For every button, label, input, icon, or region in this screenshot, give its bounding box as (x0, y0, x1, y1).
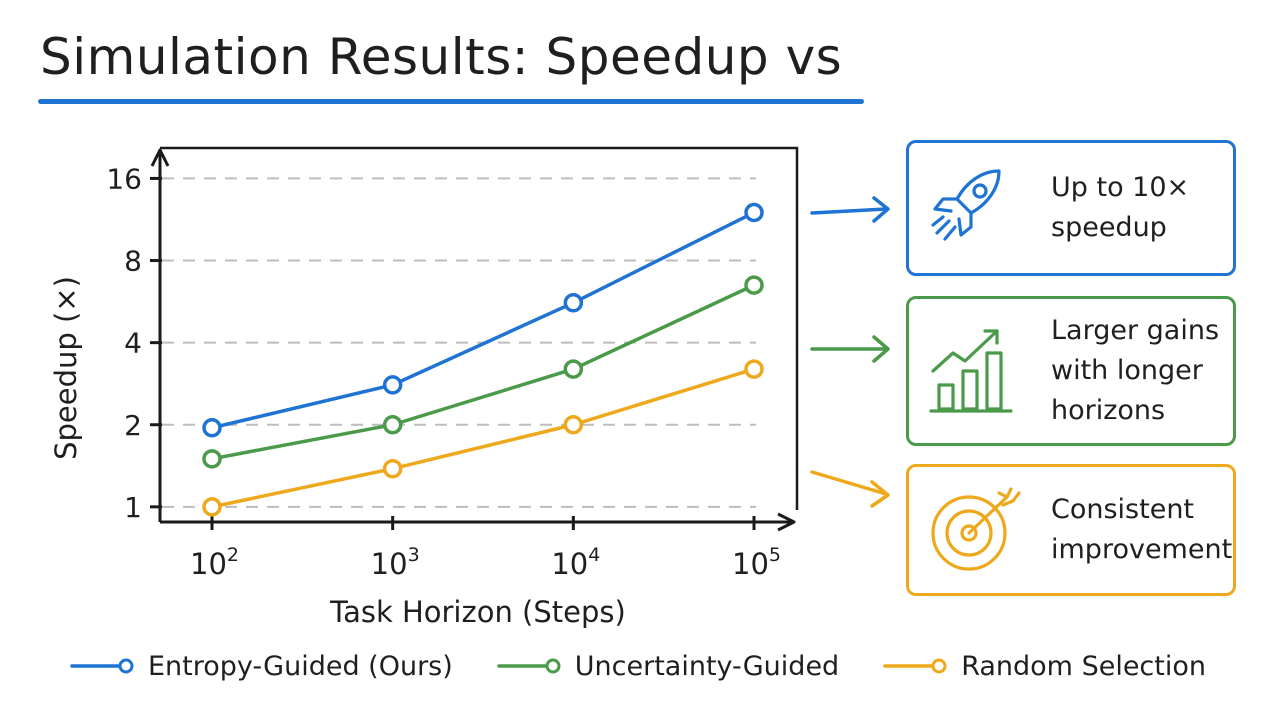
series-line-orange (210, 367, 756, 509)
legend-item-uncertainty: Uncertainty-Guided (497, 651, 839, 682)
data-point-orange-0 (202, 497, 222, 517)
callout-card-speedup: Up to 10× speedup (906, 140, 1236, 276)
data-point-green-3 (744, 275, 764, 295)
legend-item-entropy: Entropy-Guided (Ours) (70, 651, 453, 682)
y-axis-label: Speedup (×) (49, 276, 83, 460)
x-tick-exp-0: 2 (227, 544, 239, 566)
x-axis-arrowhead (777, 512, 796, 532)
x-axis-label: Task Horizon (Steps) (329, 595, 626, 629)
data-series (202, 202, 764, 517)
x-tick-labels: 102 103 104 105 (190, 516, 781, 581)
arrow-to-consistent-callout (810, 470, 890, 508)
y-tick-labels: 1 2 4 8 16 (106, 162, 162, 524)
data-point-orange-1 (382, 458, 403, 479)
series-blue (202, 202, 764, 438)
x-tick-label-0: 102 (190, 544, 239, 581)
x-tick-base-3: 10 (732, 547, 769, 581)
callout-text-speedup: Up to 10× speedup (1051, 172, 1190, 243)
chart-legend: Entropy-Guided (Ours) Uncertainty-Guided… (70, 646, 1250, 686)
x-tick-base-1: 10 (371, 547, 408, 581)
x-tick-label-2: 104 (551, 544, 600, 581)
legend-label-uncertainty: Uncertainty-Guided (574, 650, 840, 682)
x-tick-base-2: 10 (551, 547, 588, 581)
x-tick-exp-2: 4 (588, 544, 600, 566)
y-tick-label-16: 16 (106, 162, 142, 195)
legend-swatch-uncertainty (497, 658, 561, 674)
callout-text-consistent: Consistent improvement (1051, 494, 1233, 565)
data-point-orange-3 (744, 359, 764, 379)
y-tick-label-4: 4 (124, 327, 142, 360)
series-green (202, 275, 764, 469)
rocket-icon (931, 169, 1001, 241)
arrow-to-speedup-callout (810, 196, 890, 223)
x-tick-label-1: 103 (371, 544, 420, 581)
bar-chart-trend-icon (929, 329, 1013, 413)
x-tick-label-3: 105 (732, 544, 781, 581)
page-title: Simulation Results: Speedup vs (40, 28, 843, 86)
legend-swatch-entropy (70, 658, 134, 674)
x-tick-exp-3: 5 (769, 544, 781, 566)
target-icon (931, 487, 1021, 571)
x-tick-base-0: 10 (190, 547, 227, 581)
grid-lines (162, 177, 756, 508)
arrow-to-gains-callout (810, 335, 890, 363)
data-point-blue-1 (382, 375, 403, 395)
data-point-blue-0 (202, 418, 222, 438)
axes (150, 146, 799, 532)
title-underline (38, 99, 864, 104)
legend-swatch-random (883, 658, 947, 674)
series-orange (202, 359, 764, 517)
x-tick-exp-1: 3 (408, 544, 420, 566)
callout-text-gains: Larger gains with longer horizons (1051, 315, 1220, 426)
legend-label-entropy: Entropy-Guided (Ours) (148, 650, 453, 682)
series-line-blue (210, 210, 756, 430)
y-tick-label-8: 8 (124, 245, 142, 278)
data-point-blue-2 (563, 293, 584, 313)
data-point-green-2 (563, 359, 584, 379)
callout-card-gains: Larger gains with longer horizons (906, 296, 1236, 446)
data-point-blue-3 (744, 202, 764, 223)
callout-card-consistent: Consistent improvement (906, 464, 1236, 596)
data-point-orange-2 (563, 415, 584, 435)
data-point-green-0 (202, 449, 222, 469)
legend-label-random: Random Selection (961, 650, 1206, 682)
legend-item-random: Random Selection (883, 651, 1206, 682)
y-axis-arrowhead (150, 148, 170, 167)
y-tick-label-1: 1 (124, 491, 142, 524)
plot-frame (160, 146, 799, 510)
y-tick-label-2: 2 (124, 409, 142, 442)
series-line-green (210, 283, 756, 461)
data-point-green-1 (382, 415, 403, 435)
